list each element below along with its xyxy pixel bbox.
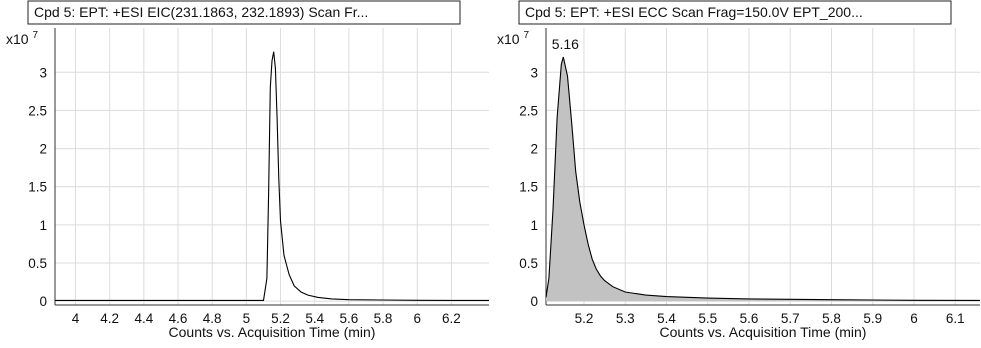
x-tick-label: 5.4	[657, 311, 676, 326]
x-tick-label: 4.6	[169, 311, 188, 326]
chart-title: Cpd 5: EPT: +ESI ECC Scan Frag=150.0V EP…	[525, 4, 863, 20]
y-tick-label: 1	[39, 218, 47, 233]
x-tick-label: 6	[413, 311, 421, 326]
chart-title-box	[518, 0, 952, 25]
x-tick-label: 5.5	[698, 311, 717, 326]
x-tick-label: 5.8	[822, 311, 841, 326]
y-scale-exponent: 7	[523, 30, 529, 41]
x-tick-label: 5.2	[575, 311, 594, 326]
x-tick-label: 4.2	[100, 311, 119, 326]
y-tick-label: 0	[39, 294, 47, 309]
x-tick-label: 5.9	[863, 311, 882, 326]
x-tick-label: 5.7	[781, 311, 800, 326]
x-tick-label: 4	[72, 311, 80, 326]
y-scale-exponent: 7	[32, 30, 38, 41]
chromatogram-panel-ecc: 0 0.5 1 1.5 2 2.5 3 5.2 5.3 5.4 5.5 5.6 5.7 5.8 5.9 6 6.…	[491, 0, 981, 343]
x-tick-label: 6.2	[442, 311, 461, 326]
y-scale-factor: x10 7	[497, 30, 529, 47]
y-tick-label: 1.5	[519, 180, 538, 195]
y-tick-label: 2	[530, 142, 538, 157]
x-tick-label: 4.4	[134, 311, 153, 326]
peak-label: 5.16	[552, 36, 579, 52]
x-tick-label: 5.3	[616, 311, 635, 326]
chart-title-box	[27, 0, 461, 25]
x-tick-label: 5	[243, 311, 251, 326]
chromatogram-panel-eic: 0 0.5 1 1.5 2 2.5 3 4 4.2 4.4 4.6 4.8 5 5.2 5.4 5.6 5.8 6…	[0, 0, 490, 343]
y-tick-label: 2.5	[519, 103, 538, 118]
y-tick-label: 0	[530, 294, 538, 309]
x-tick-label: 5.8	[374, 311, 393, 326]
y-tick-label: 1.5	[28, 180, 47, 195]
y-tick-label: 2.5	[28, 103, 47, 118]
y-scale-base: x10	[497, 31, 523, 47]
x-tick-label: 5.6	[339, 311, 358, 326]
chromatogram-trace	[545, 56, 981, 301]
y-tick-label: 3	[530, 65, 538, 80]
x-tick-label: 5.6	[740, 311, 759, 326]
chromatogram-area-fill	[546, 57, 980, 302]
x-tick-label: 6	[910, 311, 918, 326]
y-tick-label: 0.5	[519, 256, 538, 271]
y-tick-label: 1	[530, 218, 538, 233]
x-tick-label: 5.2	[271, 311, 290, 326]
x-tick-label: 5.4	[305, 311, 324, 326]
y-tick-label: 2	[39, 142, 47, 157]
ecc-chart: 0 0.5 1 1.5 2 2.5 3 5.2 5.3 5.4 5.5 5.6 5.7 5.8 5.9 6 6.…	[497, 0, 981, 340]
x-axis-title: Counts vs. Acquisition Time (min)	[169, 324, 376, 340]
chart-title: Cpd 5: EPT: +ESI EIC(231.1863, 232.1893)…	[34, 4, 368, 20]
y-tick-label: 0.5	[28, 256, 47, 271]
y-tick-label: 3	[39, 65, 47, 80]
x-axis-title: Counts vs. Acquisition Time (min)	[660, 324, 867, 340]
y-scale-base: x10	[6, 31, 32, 47]
y-scale-factor: x10 7	[6, 30, 38, 47]
x-tick-label: 6.1	[946, 311, 965, 326]
x-tick-label: 4.8	[203, 311, 222, 326]
chromatogram-trace	[55, 51, 489, 301]
eic-chart: 0 0.5 1 1.5 2 2.5 3 4 4.2 4.4 4.6 4.8 5 5.2 5.4 5.6 5.8 6…	[6, 0, 489, 340]
